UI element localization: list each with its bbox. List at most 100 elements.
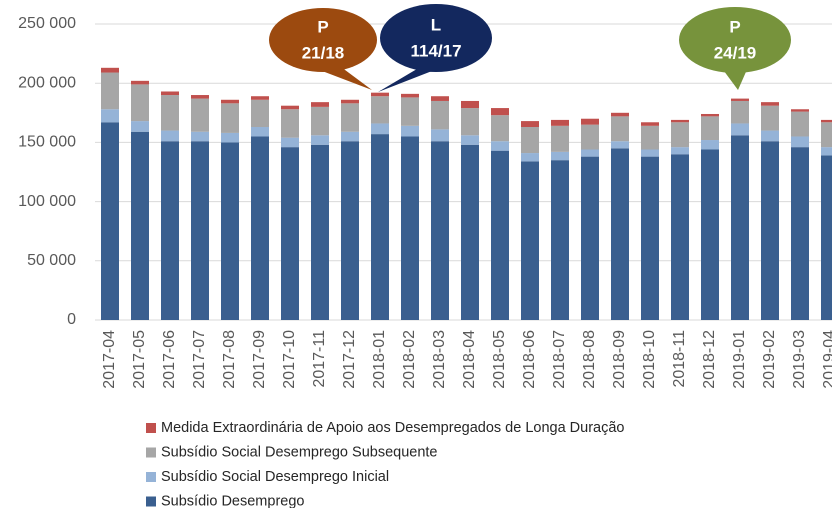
bar-segment (791, 136, 809, 148)
bar-segment (731, 98, 749, 101)
bar-segment (101, 67, 119, 73)
bar-segment (791, 111, 809, 137)
legend-swatch (146, 447, 156, 458)
callout: P 21/18 (269, 8, 377, 90)
x-tick-label: 2018-11 (671, 330, 688, 388)
callout-text: 114/17 (410, 41, 461, 60)
x-tick-label: 2017-05 (131, 330, 148, 389)
x-tick-label: 2017-07 (191, 330, 208, 389)
callout-label: L (431, 15, 441, 34)
bar-segment (131, 131, 149, 320)
x-tick-label: 2018-08 (581, 330, 598, 389)
x-tick-label: 2018-09 (611, 330, 628, 389)
bar-segment (611, 141, 629, 149)
bar-segment (611, 116, 629, 142)
bar-segment (281, 105, 299, 110)
bar-segment (581, 149, 599, 157)
x-tick-label: 2018-06 (521, 330, 538, 389)
bar-segment (131, 121, 149, 132)
bar-segment (101, 109, 119, 123)
x-tick-label: 2018-04 (461, 330, 478, 389)
bar-segment (221, 99, 239, 104)
bar-segment (641, 125, 659, 150)
bar-segment (671, 147, 689, 155)
bar-segment (401, 93, 419, 98)
callout-label: P (317, 17, 328, 36)
bar-segment (701, 149, 719, 320)
bar-segment (641, 149, 659, 157)
bar-segment (641, 156, 659, 320)
bar-segment (311, 135, 329, 145)
bar-segment (191, 98, 209, 132)
bar-segment (311, 102, 329, 107)
x-tick-label: 2017-06 (161, 330, 178, 389)
bar-segment (161, 141, 179, 320)
x-tick-label: 2019-02 (761, 330, 778, 389)
x-tick-label: 2018-05 (491, 330, 508, 389)
bar-segment (761, 102, 779, 106)
x-tick-label: 2017-08 (221, 330, 238, 389)
bar-segment (551, 151, 569, 161)
legend-label: Subsídio Social Desemprego Subsequente (161, 444, 437, 460)
bar-segment (251, 127, 269, 137)
bar-segment (341, 99, 359, 104)
bar-segment (371, 134, 389, 320)
bar-segment (101, 72, 119, 110)
bar-segment (701, 113, 719, 117)
x-tick-label: 2017-10 (281, 330, 298, 389)
bar-segment (731, 123, 749, 136)
x-tick-label: 2018-02 (401, 330, 418, 389)
bar-segment (311, 144, 329, 320)
bar-segment (491, 115, 509, 142)
callout: L 114/17 (378, 4, 492, 92)
bar-segment (521, 127, 539, 154)
bar-segment (191, 141, 209, 320)
bar-segment (221, 142, 239, 320)
bar-segment (521, 161, 539, 320)
bar-segment (491, 108, 509, 116)
bar-segment (101, 122, 119, 320)
callout-label: P (729, 17, 740, 36)
y-tick-label: 50 000 (27, 252, 76, 269)
bar-segment (611, 112, 629, 117)
bar-segment (611, 148, 629, 320)
x-tick-label: 2019-03 (791, 330, 808, 389)
bar-segment (701, 140, 719, 150)
bar-segment (581, 118, 599, 125)
bar-segment (161, 130, 179, 142)
bar-segment (761, 105, 779, 131)
bar-segment (671, 119, 689, 123)
bar-segment (281, 109, 299, 138)
x-tick-label: 2017-04 (101, 330, 118, 389)
bar-segment (551, 125, 569, 152)
y-tick-label: 100 000 (18, 193, 76, 210)
callout-text: 21/18 (302, 43, 345, 62)
x-tick-label: 2017-12 (341, 330, 358, 389)
bar-segment (341, 131, 359, 142)
callout: P 24/19 (679, 7, 791, 90)
legend-label: Subsídio Desemprego (161, 493, 304, 508)
bar-segment (431, 129, 449, 142)
bar-segment (341, 103, 359, 132)
bar-segment (431, 141, 449, 320)
bar-segment (671, 154, 689, 320)
legend-swatch (146, 423, 156, 433)
callout-bubble (269, 8, 377, 72)
bar-segment (821, 119, 832, 123)
bar-segment (761, 130, 779, 142)
x-tick-label: 2018-10 (641, 330, 658, 389)
bar-segment (731, 100, 749, 124)
bar-segment (491, 141, 509, 151)
x-tick-label: 2018-12 (701, 330, 718, 389)
bar-segment (821, 122, 832, 148)
bar-segment (161, 91, 179, 96)
bar-segment (791, 109, 809, 112)
bar-segment (371, 92, 389, 97)
bar-segment (461, 144, 479, 320)
x-tick-label: 2019-04 (821, 330, 832, 389)
legend-label: Medida Extraordinária de Apoio aos Desem… (161, 420, 625, 436)
bar-segment (191, 95, 209, 99)
bar-segment (281, 137, 299, 148)
bar-segment (791, 147, 809, 320)
